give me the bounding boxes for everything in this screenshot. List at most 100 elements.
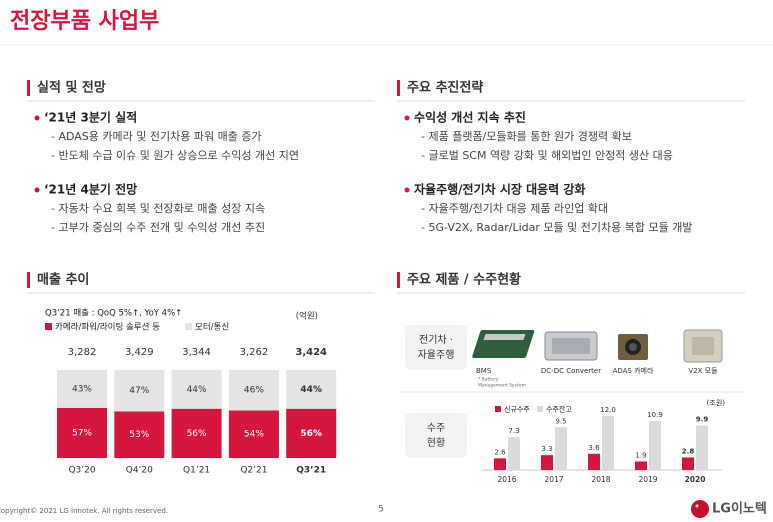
bar <box>635 461 647 470</box>
segment-label: 43% <box>72 384 92 394</box>
x-tick-label: 2019 <box>638 475 657 484</box>
bullet-title: ‘21년 3분기 실적 <box>44 110 137 125</box>
heading-marker <box>397 272 400 288</box>
x-tick-label: 2020 <box>685 475 706 484</box>
x-tick-label: Q4’20 <box>126 466 153 476</box>
copyright: Copyright© 2021 LG Innotek. All rights r… <box>0 507 168 515</box>
bar-segment <box>114 411 165 458</box>
x-tick-label: 2018 <box>591 475 610 484</box>
bar-segment <box>228 370 279 411</box>
segment-label: 44% <box>187 385 207 395</box>
v2x-image <box>683 329 723 363</box>
bar <box>494 458 506 470</box>
legend-swatch <box>185 323 192 330</box>
total-label: 3,282 <box>68 347 97 358</box>
bullet-item: - 고부가 중심의 수주 전개 및 수익성 개선 추진 <box>51 221 265 234</box>
bullet-item: - 자동차 수요 회복 및 전장화로 매출 성장 지속 <box>51 202 265 215</box>
x-tick-label: 2017 <box>544 475 563 484</box>
value-label: 7.3 <box>508 427 519 435</box>
slide-title: 전장부품 사업부 <box>10 9 159 34</box>
product-note: Management System <box>478 383 526 389</box>
bar-segment <box>286 370 337 409</box>
bullet-item: - 글로벌 SCM 역량 강화 및 해외법인 안정적 생산 대응 <box>421 148 673 162</box>
camera-image <box>618 334 648 360</box>
logo-eye <box>695 504 699 508</box>
value-label: 9.5 <box>555 417 566 425</box>
row-label: 자율주행 <box>418 349 455 361</box>
section-heading: 주요 추진전략 <box>407 80 483 96</box>
bullet-title: ‘21년 4분기 전망 <box>44 182 137 197</box>
bullet-item: - 제품 플랫폼/모듈화를 통한 원가 경쟁력 확보 <box>421 130 632 143</box>
product-note: * Battery <box>478 377 499 383</box>
total-label: 3,424 <box>295 347 327 358</box>
total-label: 3,429 <box>125 347 154 358</box>
logo-mark <box>691 500 709 518</box>
legend-label: 수주잔고 <box>546 405 572 414</box>
x-tick-label: 2016 <box>497 475 516 484</box>
product-name: V2X 모듈 <box>688 367 718 375</box>
bar <box>649 420 661 470</box>
legend-swatch <box>495 406 501 412</box>
bar-segment <box>171 408 222 458</box>
bullet-title: 자율주행/전기차 시장 대응력 강화 <box>414 182 585 197</box>
legend-label: 신규수주 <box>504 405 530 414</box>
chart-title: 수주 <box>427 422 445 434</box>
section-heading: 실적 및 전망 <box>37 80 106 96</box>
bullet-item: - ADAS용 카메라 및 전기차용 파워 매출 증가 <box>51 130 262 143</box>
bar-segment <box>286 408 337 458</box>
section-heading: 매출 추이 <box>37 272 89 288</box>
bar <box>682 457 694 470</box>
legend-label: 카메라/파워/라이팅 솔루션 등 <box>55 322 160 333</box>
segment-label: 46% <box>244 386 264 396</box>
segment-label: 56% <box>187 429 207 439</box>
chart-unit: (억원) <box>296 311 318 322</box>
bullet-item: - 반도체 수급 이슈 및 원가 상승으로 수익성 개선 지연 <box>51 149 299 162</box>
segment-label: 53% <box>129 430 149 440</box>
segment-label: 54% <box>244 430 264 440</box>
x-tick-label: Q3’21 <box>296 466 326 476</box>
bar-segment <box>57 370 107 408</box>
bullet <box>404 115 410 121</box>
legend-label: 모터/통신 <box>195 323 229 333</box>
bullet <box>34 187 40 193</box>
bar <box>508 437 520 470</box>
chart-note: Q3’21 매출 : QoQ 5%↑, YoY 4%↑ <box>45 308 182 319</box>
bullet <box>404 187 410 193</box>
bar-segment <box>57 407 107 458</box>
segment-label: 57% <box>72 428 92 438</box>
bms-image <box>472 330 535 358</box>
chart-title: 현황 <box>427 437 445 449</box>
heading-marker <box>27 272 30 288</box>
row-label-box <box>405 325 467 370</box>
bar <box>588 453 600 470</box>
bar <box>602 416 614 470</box>
section-heading: 주요 제품 / 수주현황 <box>407 272 521 288</box>
logo-text: LG이노텍 <box>712 501 767 517</box>
heading-marker <box>397 80 400 96</box>
value-label: 2.8 <box>682 447 695 455</box>
value-label: 12.0 <box>600 406 616 414</box>
segment-label: 44% <box>300 385 322 395</box>
total-label: 3,262 <box>240 347 269 358</box>
x-tick-label: Q1’21 <box>183 466 210 476</box>
legend-swatch <box>537 406 543 412</box>
bullet-item: - 자율주행/전기차 대응 제품 라인업 확대 <box>421 202 608 215</box>
bar <box>541 455 553 470</box>
bar-segment <box>171 370 222 409</box>
bullet-item: - 5G-V2X, Radar/Lidar 모듈 및 전기차용 복합 모듈 개발 <box>421 221 692 234</box>
heading-marker <box>27 80 30 96</box>
value-label: 3.6 <box>588 444 600 452</box>
chart-unit: (조원) <box>707 398 726 407</box>
x-tick-label: Q3’20 <box>68 466 95 476</box>
row-label-box <box>405 413 467 458</box>
bar <box>555 427 567 470</box>
bar-segment <box>114 370 165 412</box>
bullet-title: 수익성 개선 지속 추진 <box>414 110 526 125</box>
value-label: 2.6 <box>494 448 506 456</box>
bullet <box>34 115 40 121</box>
value-label: 3.3 <box>541 445 552 453</box>
dcdc-image <box>544 331 598 361</box>
product-name: ADAS 카메라 <box>613 366 654 375</box>
